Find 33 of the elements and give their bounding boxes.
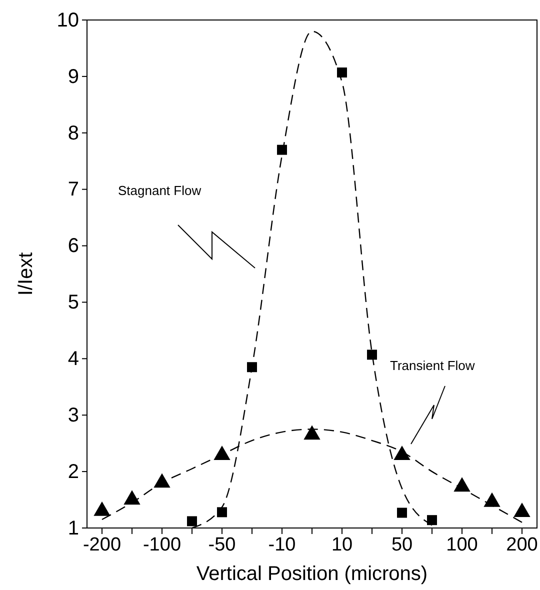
x-tick-label: 100 bbox=[446, 534, 478, 556]
x-tick-label: 50 bbox=[391, 534, 413, 556]
x-tick-label: -200 bbox=[82, 534, 122, 556]
point bbox=[214, 446, 230, 460]
y-tick-label: 7 bbox=[68, 178, 79, 201]
x-tick-label: 10 bbox=[331, 534, 353, 556]
x-axis-title: Vertical Position (microns) bbox=[196, 563, 428, 585]
y-tick-label: 6 bbox=[68, 235, 79, 258]
annotation: Transient Flow bbox=[390, 358, 476, 373]
point bbox=[394, 446, 410, 460]
point bbox=[124, 490, 140, 505]
point bbox=[514, 502, 530, 517]
x-tick-label: -100 bbox=[142, 534, 182, 556]
point bbox=[94, 501, 110, 516]
point bbox=[337, 67, 347, 78]
y-tick-label: 9 bbox=[68, 66, 79, 88]
x-tick-label: -50 bbox=[208, 534, 236, 556]
y-tick-label: 5 bbox=[68, 292, 79, 314]
y-tick-label: 8 bbox=[68, 122, 79, 144]
point bbox=[484, 492, 500, 507]
x-tick-label: 200 bbox=[506, 534, 538, 556]
y-tick-label: 2 bbox=[68, 460, 79, 483]
y-tick-label: 10 bbox=[56, 9, 79, 32]
point bbox=[154, 473, 170, 488]
point bbox=[454, 477, 470, 492]
annotation: Stagnant Flow bbox=[118, 183, 202, 198]
y-axis-title: I/Iext bbox=[15, 252, 37, 296]
y-tick-label: 1 bbox=[68, 517, 79, 540]
y-tick-label: 4 bbox=[68, 348, 79, 370]
point bbox=[277, 144, 287, 155]
x-tick-label: -10 bbox=[268, 534, 296, 556]
y-tick-label: 3 bbox=[68, 404, 79, 427]
point bbox=[304, 425, 320, 440]
